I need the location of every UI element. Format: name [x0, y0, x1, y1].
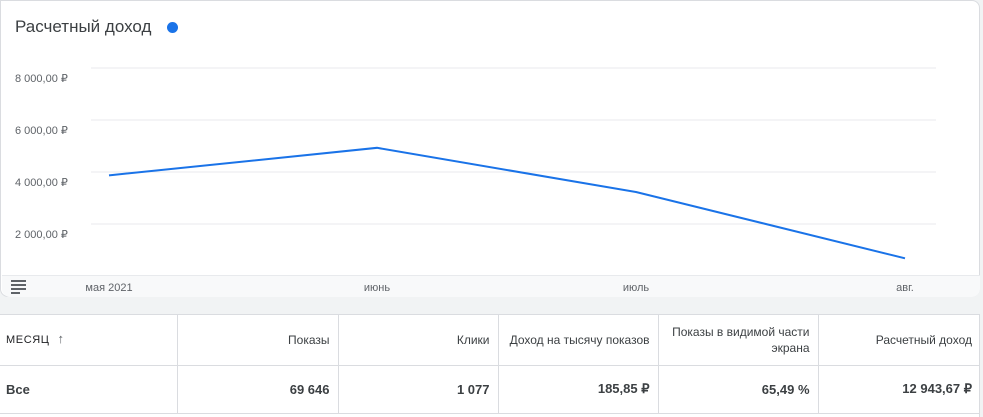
x-tick-label: мая 2021	[85, 282, 132, 294]
cell-impressions: 69 646	[177, 365, 339, 414]
chart-header: Расчетный доход	[15, 17, 179, 37]
report-table: МЕСЯЦ ↑ Показы Клики Доход на тысячу пока…	[0, 314, 980, 417]
cell-clicks: 1 077	[338, 365, 499, 414]
chart-card: Расчетный доход 8 000,00 ₽ 6 000,00 ₽ 4 00…	[0, 0, 980, 297]
column-header-revenue[interactable]: Расчетный доход	[818, 315, 980, 366]
legend-series-dot[interactable]	[167, 21, 179, 33]
cell-revenue: 12 943,67 ₽	[818, 365, 980, 414]
column-header-month-label: МЕСЯЦ	[6, 334, 50, 347]
table-header-row: МЕСЯЦ ↑ Показы Клики Доход на тысячу пока…	[0, 315, 980, 366]
column-header-rpm[interactable]: Доход на тысячу показов	[498, 315, 659, 366]
column-header-month[interactable]: МЕСЯЦ ↑	[0, 315, 178, 366]
x-tick-label: авг.	[896, 282, 914, 294]
line-chart: 8 000,00 ₽ 6 000,00 ₽ 4 000,00 ₽ 2 000,00 ₽…	[15, 67, 936, 294]
x-tick-label: июль	[623, 282, 650, 294]
chart-menu-icon[interactable]	[11, 280, 26, 294]
column-header-impressions[interactable]: Показы	[177, 315, 339, 366]
y-tick-label: 2 000,00 ₽	[15, 229, 68, 241]
x-axis-band	[2, 275, 980, 297]
y-tick-label: 4 000,00 ₽	[15, 177, 68, 189]
cell-rpm: 185,85 ₽	[498, 365, 659, 414]
column-header-viewable[interactable]: Показы в видимой части экрана	[658, 315, 819, 366]
column-header-clicks[interactable]: Клики	[338, 315, 499, 366]
data-point[interactable]	[106, 172, 112, 178]
y-tick-label: 8 000,00 ₽	[15, 73, 68, 85]
table-row: Все 69 646 1 077 185,85 ₽ 65,49 % 12 943…	[0, 365, 980, 414]
cell-month: Все	[0, 365, 178, 414]
data-point[interactable]	[633, 189, 639, 195]
sort-ascending-icon[interactable]: ↑	[57, 331, 65, 347]
cell-viewable: 65,49 %	[658, 365, 819, 414]
y-tick-label: 6 000,00 ₽	[15, 125, 68, 137]
data-point[interactable]	[374, 145, 380, 151]
series-line-0[interactable]	[108, 146, 906, 260]
chart-title: Расчетный доход	[15, 17, 152, 36]
x-tick-label: июнь	[364, 282, 390, 294]
data-point[interactable]	[902, 255, 908, 261]
